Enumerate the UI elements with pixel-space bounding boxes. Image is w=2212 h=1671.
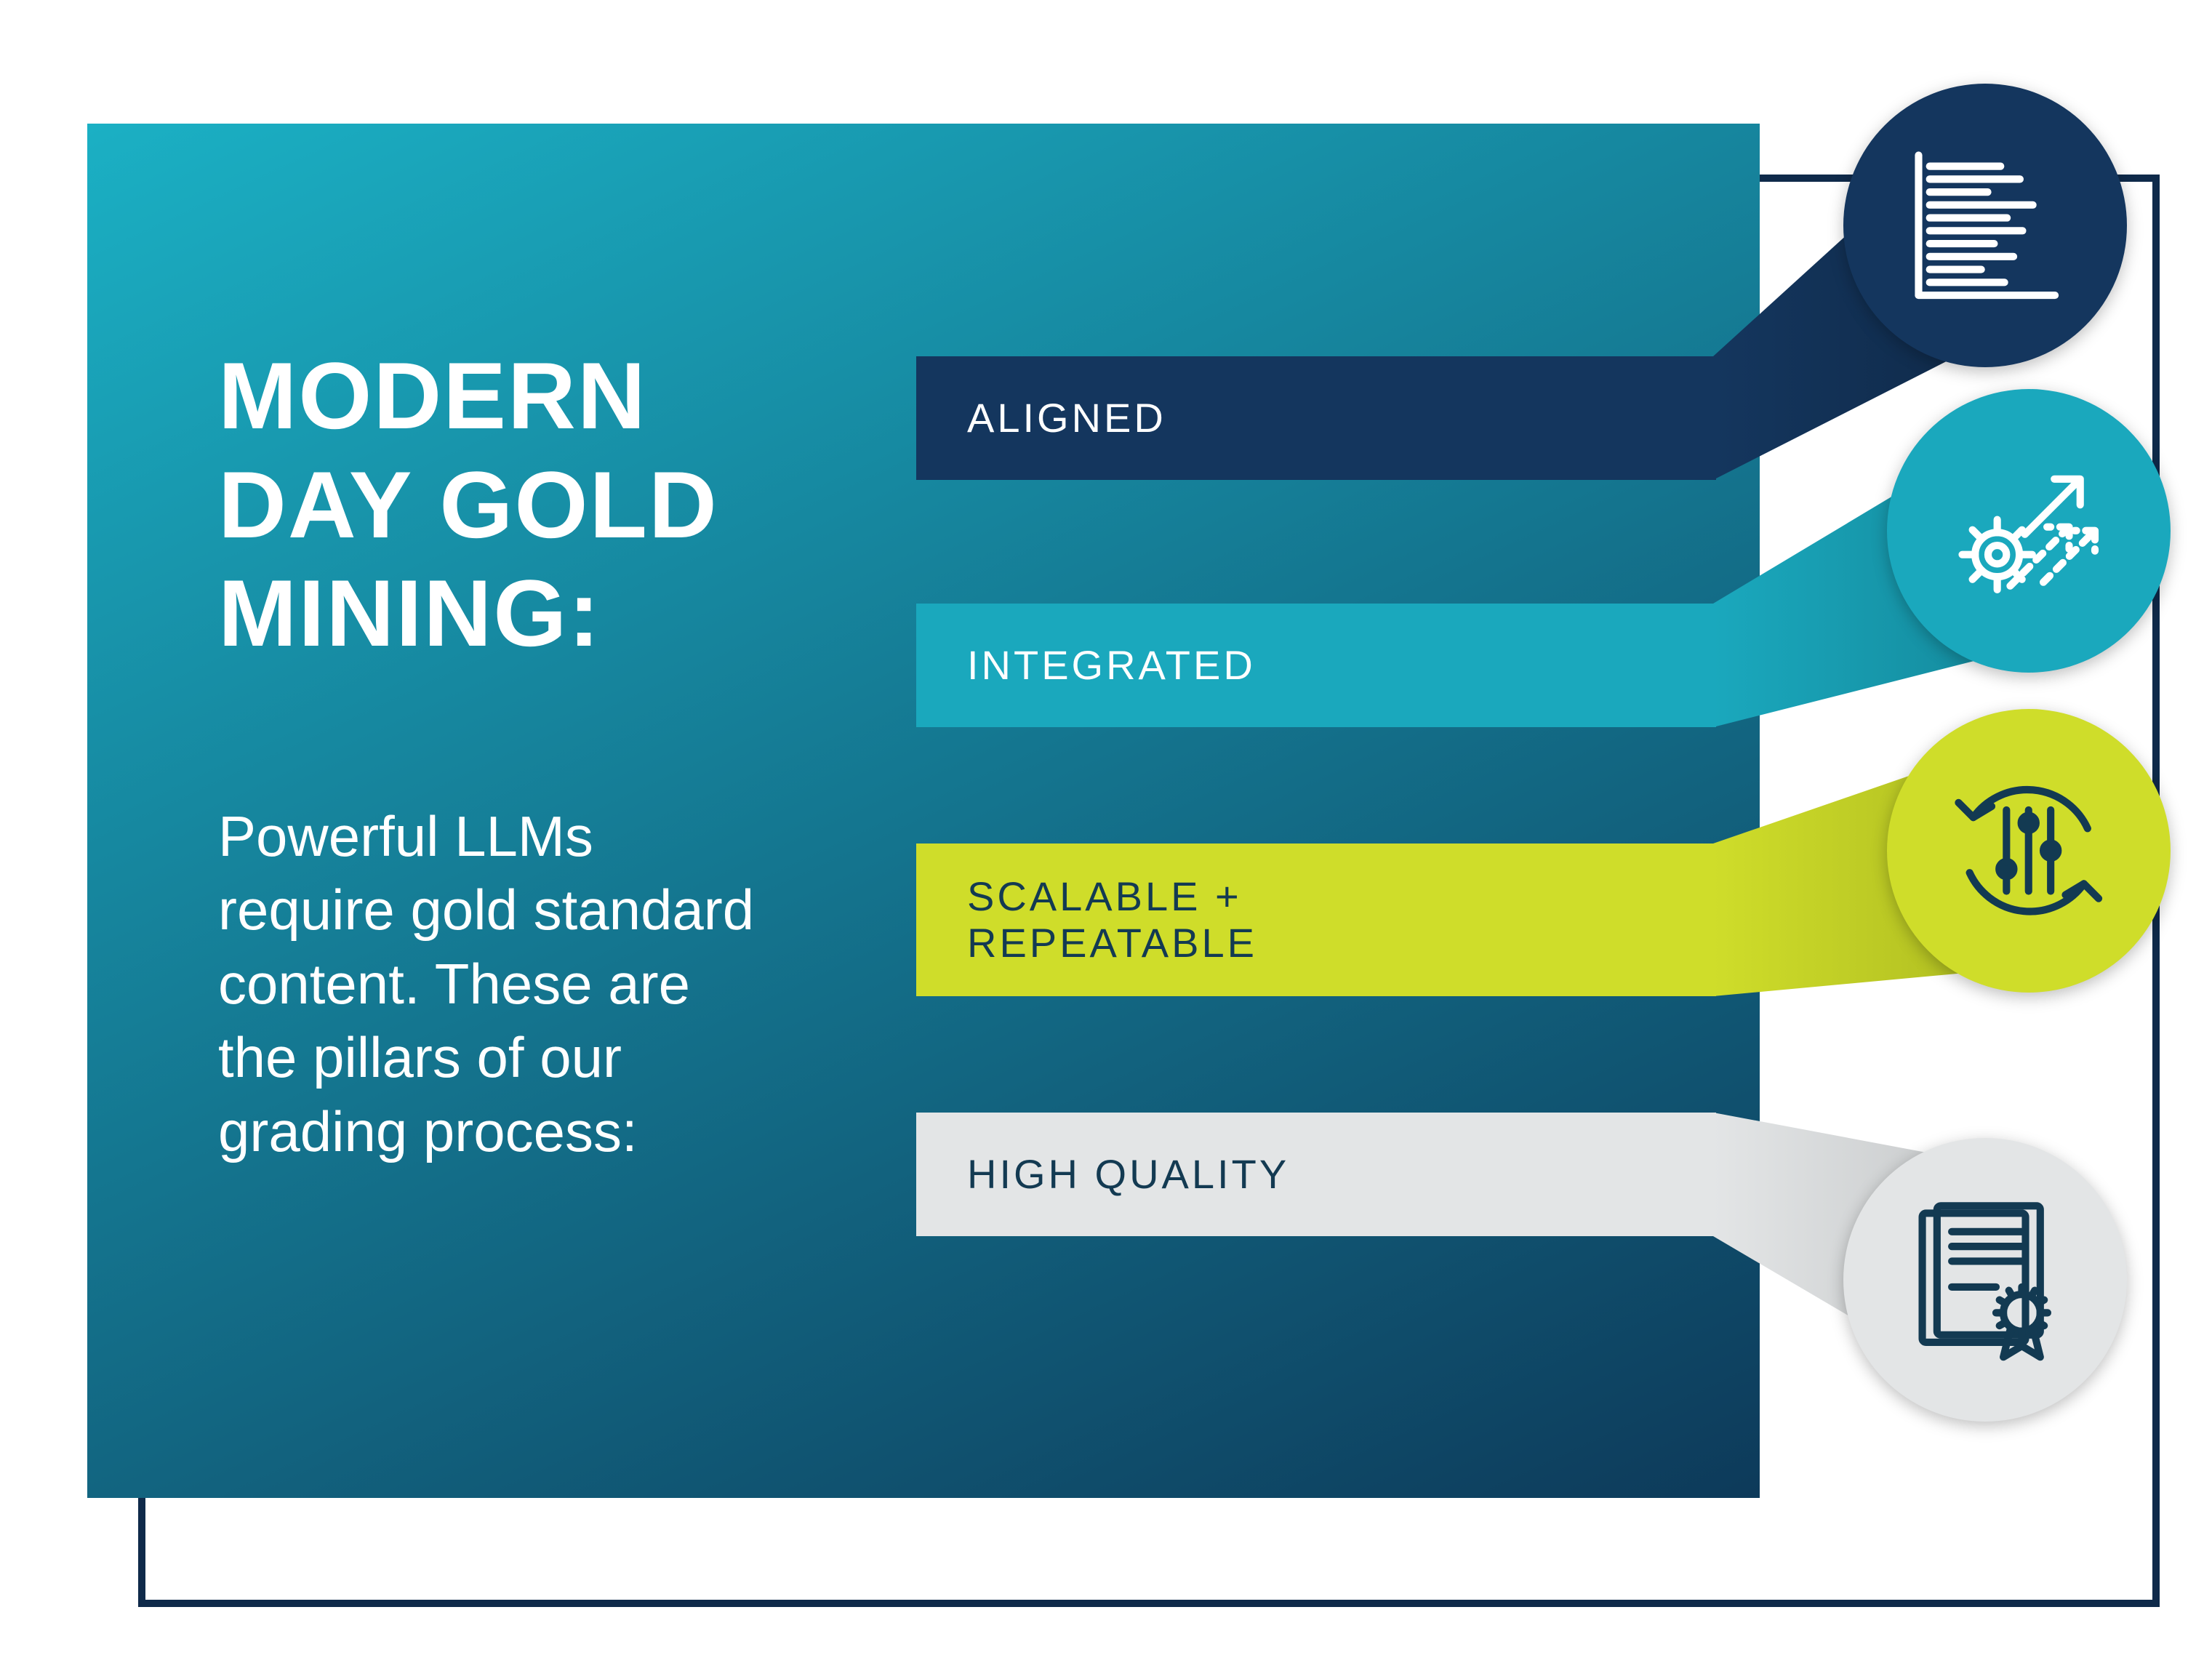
pillar-integrated-circle	[1887, 389, 2171, 673]
pillar-integrated-label: INTEGRATED	[967, 642, 1256, 689]
pillar-integrated-bar: INTEGRATED	[916, 604, 1716, 727]
pillar-scalable-bar: SCALABLE + REPEATABLE	[916, 843, 1716, 996]
left-align-lines-icon	[1893, 133, 2077, 318]
gear-arrows-icon	[1936, 438, 2121, 623]
pillar-bars: ALIGNED INTEGRATED SCALABLE + REPEATABLE HI…	[916, 0, 2211, 1671]
pillar-quality-circle	[1843, 1138, 2127, 1422]
pillar-aligned-circle	[1843, 84, 2127, 367]
sliders-cycle-icon	[1936, 758, 2121, 943]
headline: MODERN DAY GOLD MINING:	[218, 342, 718, 668]
pillar-scalable-label: SCALABLE + REPEATABLE	[967, 873, 1257, 967]
pillar-aligned-label: ALIGNED	[967, 395, 1166, 441]
certificate-icon	[1893, 1187, 2077, 1372]
pillar-aligned-bar: ALIGNED	[916, 356, 1716, 480]
pillar-scalable-circle	[1887, 709, 2171, 993]
subtitle: Powerful LLMs require gold standard cont…	[218, 800, 754, 1169]
pillar-quality-bar: HIGH QUALITY	[916, 1113, 1716, 1236]
pillar-quality-label: HIGH QUALITY	[967, 1151, 1289, 1198]
